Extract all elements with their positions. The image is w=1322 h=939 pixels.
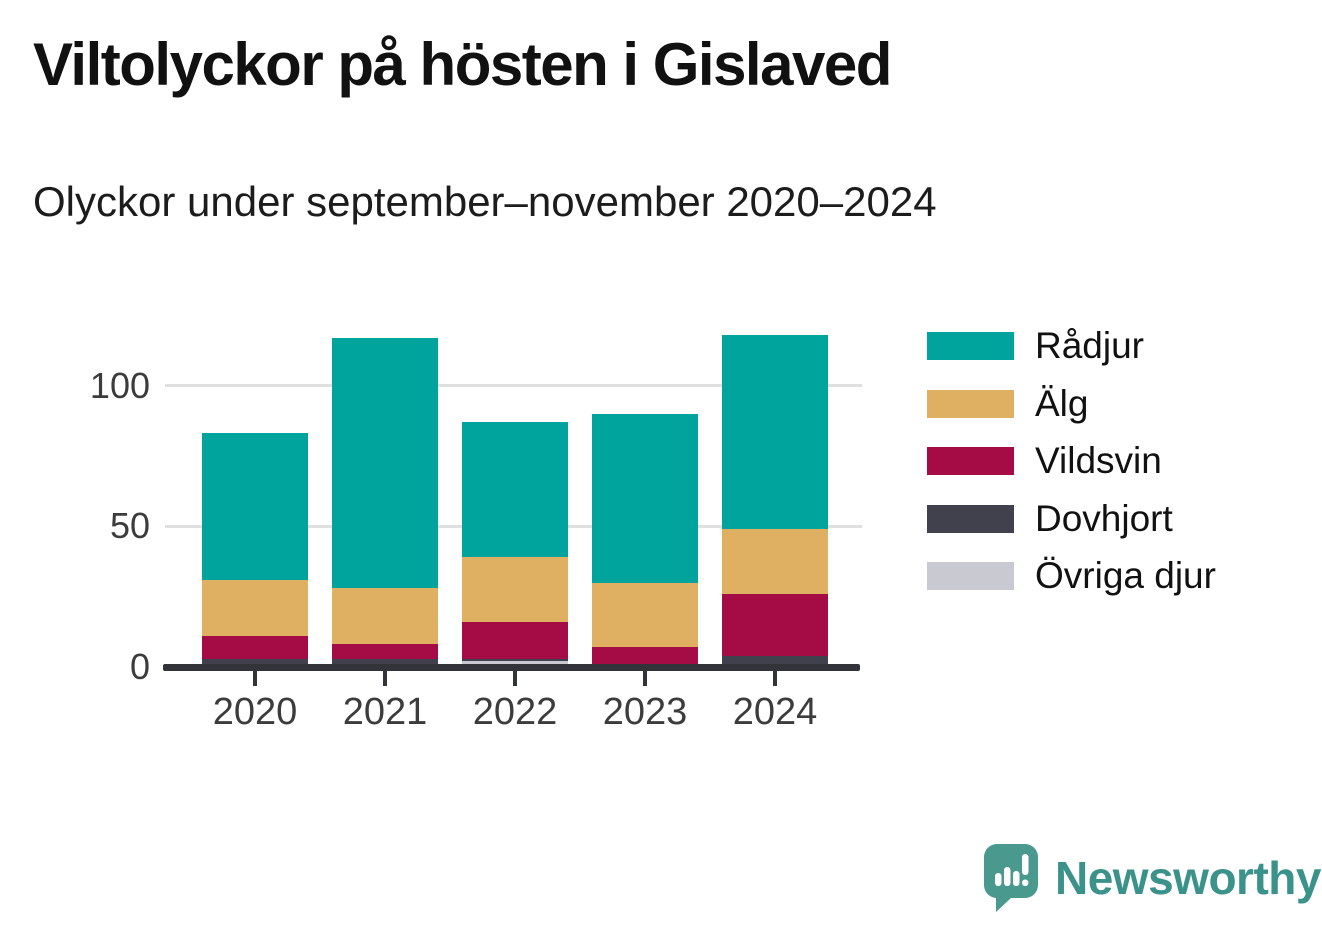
bar-segment-2021 [332,644,438,659]
legend-item: Dovhjort [927,497,1173,541]
bar-segment-2024 [722,593,828,656]
logo-bar-1 [995,873,1002,886]
bar-segment-2023 [592,647,698,667]
x-axis-tick [513,667,517,686]
legend-swatch [927,447,1014,475]
bar-segment-2022 [462,621,568,659]
gridline-y100 [165,384,862,387]
bar-segment-2020 [202,579,308,637]
bar-segment-2021 [332,588,438,645]
bar-segment-2021 [332,658,438,667]
x-axis-tick [773,667,777,686]
brand-footer: Newsworthy [983,843,1321,913]
y-axis-tick-label: 50 [109,505,150,547]
y-axis-tick-label: 0 [129,646,150,687]
chart-subtitle: Olyckor under september–november 2020–20… [33,178,937,225]
legend-item: Vildsvin [927,439,1162,483]
x-axis-tick-label: 2020 [212,691,298,733]
bar-segment-2022 [462,557,568,622]
legend-item-label: Älg [1035,382,1089,424]
bar-segment-2024 [722,334,828,530]
y-axis-tick-label: 100 [89,364,150,406]
legend-item: Rådjur [927,324,1144,368]
newsworthy-logo-icon [983,844,1038,912]
bar-segment-2023 [592,582,698,648]
newsworthy-wordmark: Newsworthy [1055,852,1321,904]
bar-segment-2022 [462,658,568,662]
x-axis-tick-label: 2024 [732,691,818,733]
legend-swatch [927,504,1014,533]
speech-bubble-shape [983,844,1038,912]
legend-item-label: Dovhjort [1035,497,1173,539]
legend-item-label: Övriga djur [1035,555,1216,596]
bar-segment-2020 [202,433,308,580]
legend-swatch [927,389,1014,418]
chart-title: Viltolyckor på hösten i Gislaved [33,31,892,98]
logo-exclamation-bar [1022,854,1029,875]
logo-bar-2 [1004,867,1011,886]
legend-item-label: Vildsvin [1035,440,1162,481]
bar-segment-2020 [202,636,308,659]
bar-segment-2022 [462,422,568,558]
bar-segment-2024 [722,655,828,667]
x-axis-tick-label: 2023 [602,691,688,733]
logo-exclamation-dot [1022,879,1029,886]
x-axis-tick [383,667,387,686]
logo-bar-3 [1013,871,1020,886]
x-axis-tick [253,667,257,686]
bar-segment-2024 [722,529,828,594]
legend-item: Övriga djur [927,554,1216,598]
x-axis-baseline [163,663,860,671]
legend-item: Älg [927,382,1088,426]
legend-swatch [927,562,1014,590]
x-axis-tick [643,667,647,686]
x-axis-tick-label: 2022 [472,691,558,733]
x-axis-tick-label: 2021 [342,691,428,733]
bar-segment-2023 [592,413,698,583]
legend-item-label: Rådjur [1035,325,1144,366]
bar-segment-2020 [202,658,308,667]
legend-swatch [927,332,1014,360]
bar-segment-2021 [332,337,438,589]
